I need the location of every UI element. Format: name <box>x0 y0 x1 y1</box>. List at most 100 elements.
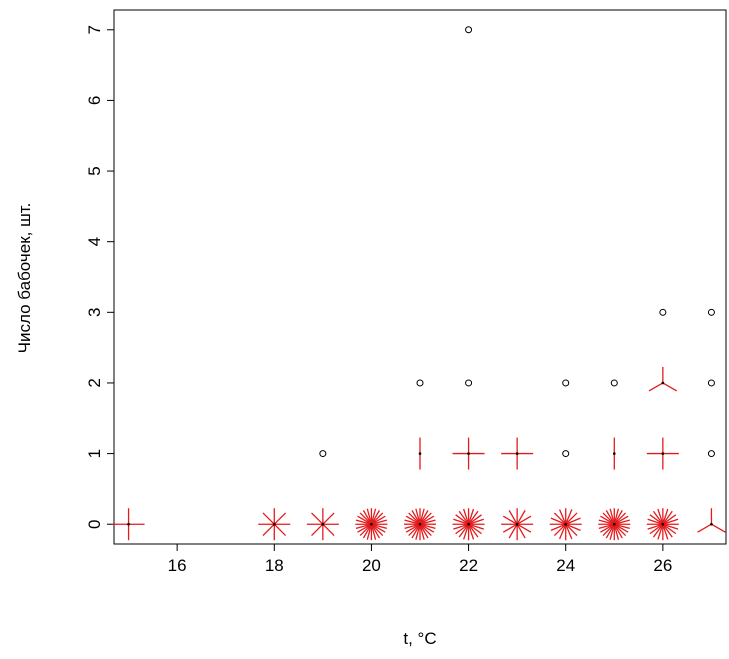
sunflower-petal <box>262 512 275 525</box>
sunflower-petal <box>371 519 388 525</box>
sunflower-mark <box>418 437 422 470</box>
sunflower-petal <box>453 518 469 525</box>
sunflower-petal <box>613 524 620 540</box>
point-mark <box>319 450 327 458</box>
sunflower-petal <box>468 510 479 525</box>
data-point <box>465 379 473 387</box>
y-tick-label: 6 <box>85 96 104 105</box>
sunflower-petal <box>648 382 664 392</box>
sunflower-petal <box>508 523 518 539</box>
plot-frame <box>113 9 727 545</box>
sunflower-petal <box>419 523 429 539</box>
sunflower-petal <box>558 509 567 525</box>
sunflower-petal <box>468 518 484 525</box>
sunflower-petal <box>609 508 615 525</box>
sunflower-petal <box>598 519 615 525</box>
x-tick-label: 16 <box>168 556 187 575</box>
data-point <box>416 379 424 387</box>
sunflower-petal <box>453 523 469 530</box>
sunflower-mark <box>697 508 726 533</box>
sunflower-petal <box>468 523 479 538</box>
sunflower-petal <box>613 508 620 525</box>
sunflower-petal <box>600 515 615 525</box>
data-point <box>707 379 715 387</box>
sunflower-petal <box>565 509 573 525</box>
sunflower-petal <box>662 523 673 538</box>
sunflower-petal <box>662 523 679 530</box>
sunflower-petal <box>370 512 384 525</box>
point-mark <box>707 379 715 387</box>
sunflower-petal <box>355 523 372 529</box>
sunflower-petal <box>408 523 421 536</box>
sunflower-petal <box>366 508 373 525</box>
sunflower-petal <box>652 523 664 538</box>
sunflower-petal <box>662 518 679 525</box>
sunflower-mark <box>355 508 388 541</box>
x-tick-label: 24 <box>556 556 575 575</box>
sunflower-petal <box>311 512 324 525</box>
sunflower-petal <box>697 523 712 533</box>
sunflower-petal <box>419 519 436 525</box>
sunflower-mark <box>306 508 339 541</box>
sunflower-petal <box>657 508 664 525</box>
point-mark <box>659 308 667 316</box>
data-point <box>610 379 618 387</box>
y-tick-label: 3 <box>85 308 104 317</box>
sunflower-mark <box>501 437 534 470</box>
sunflower-center <box>515 522 519 526</box>
point-mark <box>707 450 715 458</box>
sunflower-petal <box>273 523 287 536</box>
y-tick-label: 7 <box>85 25 104 34</box>
sunflower-petal <box>565 512 578 525</box>
sunflower-mark <box>452 437 485 470</box>
x-tick-label: 22 <box>459 556 478 575</box>
data-point <box>707 308 715 316</box>
sunflower-petal <box>613 512 627 525</box>
sunflower-petal <box>662 524 669 540</box>
sunflower-mark <box>646 508 679 541</box>
sunflower-petal <box>458 510 470 525</box>
sunflower-petal <box>605 510 615 525</box>
data-point <box>659 308 667 316</box>
sunflower-center <box>467 522 470 526</box>
x-axis-label: t, °C <box>403 629 436 648</box>
sunflower-center <box>661 452 665 455</box>
point-mark <box>416 379 424 387</box>
sunflower-petal <box>355 519 372 525</box>
sunflower-petal <box>613 523 627 536</box>
sunflower-mark <box>404 508 436 541</box>
sunflower-center <box>661 522 665 526</box>
y-axis-label: Число бабочек, шт. <box>15 203 34 354</box>
sunflower-petal <box>652 510 664 525</box>
data-point <box>465 26 473 34</box>
sunflower-mark <box>646 437 679 470</box>
sunflower-petal <box>371 523 388 529</box>
sunflower-center <box>612 522 616 526</box>
sunflower-mark <box>112 508 145 541</box>
x-tick-label: 20 <box>362 556 381 575</box>
sunflower-petal <box>371 523 386 533</box>
sunflower-petal <box>647 518 664 525</box>
sunflower-petal <box>516 510 526 525</box>
sunflower-petal <box>419 510 429 525</box>
sunflower-petal <box>408 512 421 525</box>
sunflower-petal <box>662 514 677 525</box>
sunflower-petal <box>463 524 470 540</box>
sunflower-petal <box>370 523 380 539</box>
sunflower-petal <box>415 508 421 525</box>
sunflower-petal <box>468 523 484 530</box>
point-mark <box>562 379 570 387</box>
y-tick-label: 1 <box>85 449 104 458</box>
sunflower-petal <box>467 524 475 540</box>
sunflower-petal <box>357 523 372 533</box>
sunflower-petal <box>411 523 421 539</box>
sunflower-petal <box>647 523 664 530</box>
sunflower-petal <box>662 523 677 535</box>
sunflower-petal <box>370 510 380 525</box>
point-mark <box>707 308 715 316</box>
sunflower-petal <box>614 519 630 525</box>
sunflower-mark <box>612 437 616 470</box>
point-mark <box>610 379 618 387</box>
sunflower-petal <box>613 510 623 525</box>
sunflower-petal <box>362 523 372 539</box>
